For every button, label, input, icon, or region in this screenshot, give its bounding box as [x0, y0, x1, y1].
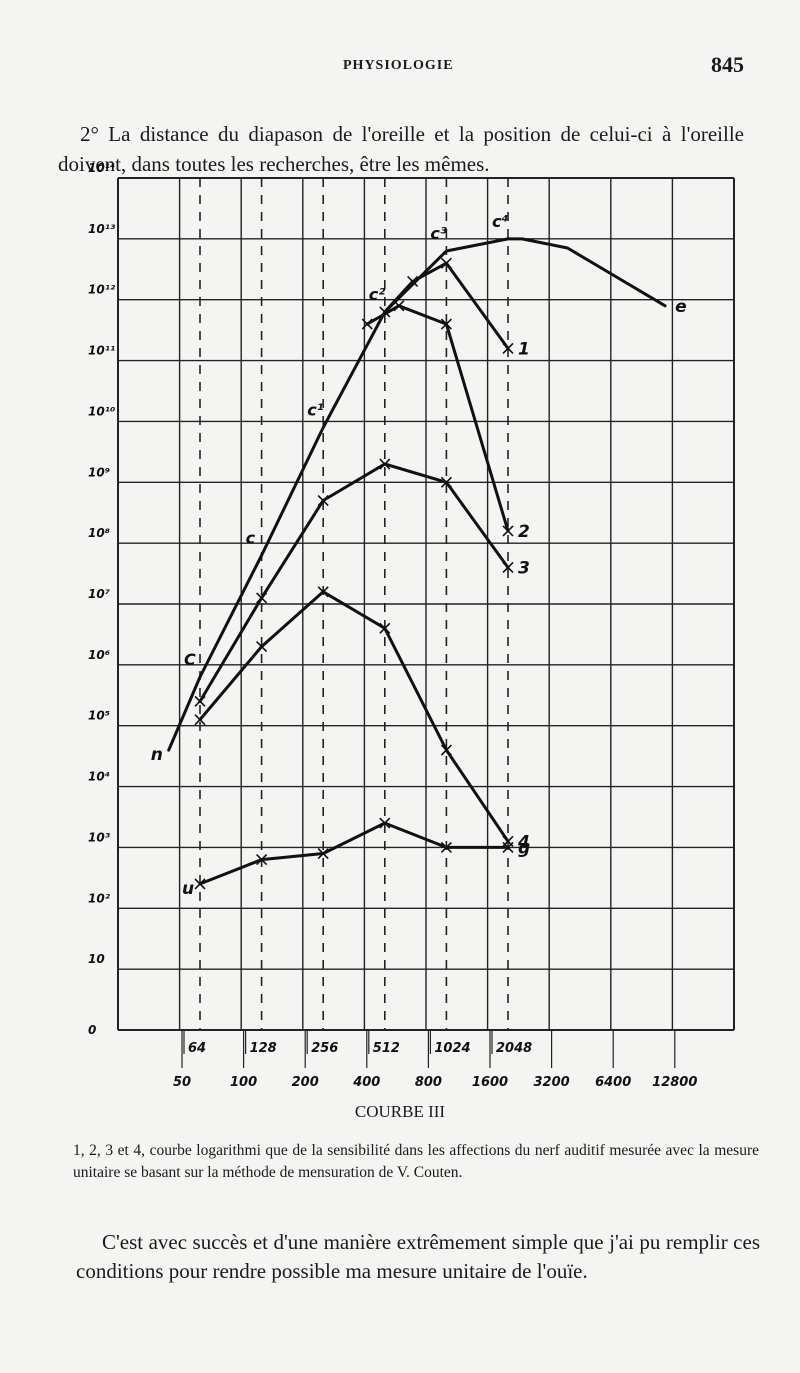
data-point-marker: [317, 586, 329, 598]
x-tick-label-top: 2048: [496, 1041, 532, 1056]
y-tick-label: 10¹¹: [88, 344, 115, 358]
note-point-label: c³: [430, 224, 447, 243]
data-point-marker: [256, 854, 268, 866]
curve-end-label: 4: [517, 832, 530, 852]
figure-caption: 1, 2, 3 et 4, courbe logarithmi que de l…: [73, 1141, 759, 1181]
y-tick-label: 10¹⁰: [88, 404, 116, 418]
data-point-marker: [194, 695, 206, 707]
page-number: 845: [711, 52, 744, 77]
x-tick-label-bottom: 3200: [534, 1075, 570, 1090]
x-tick-label-top: 512: [373, 1041, 400, 1056]
data-point-marker: [502, 841, 514, 853]
data-point-marker: [194, 878, 206, 890]
curve-4: [198, 462, 510, 703]
x-tick-label-top: 64: [188, 1041, 206, 1056]
data-point-marker: [393, 300, 405, 312]
data-point-marker: [440, 318, 452, 330]
data-point-marker: [379, 458, 391, 470]
note-point-label: c²: [369, 285, 386, 304]
curve-end-label: 1: [518, 339, 530, 359]
note-point-label: c¹: [307, 401, 324, 420]
data-point-marker: [502, 342, 514, 354]
intro-paragraph: 2° La distance du diapason de l'oreille …: [58, 122, 744, 176]
data-point-marker: [379, 622, 391, 634]
data-point-marker: [379, 817, 391, 829]
x-tick-label-bottom: 800: [415, 1075, 442, 1090]
curve-end-label: e: [675, 297, 687, 317]
y-tick-label: 10¹³: [88, 222, 116, 236]
y-tick-label: 10¹⁴: [88, 161, 115, 175]
x-tick-label-bottom: 1600: [472, 1075, 508, 1090]
y-tick-label: 10⁸: [88, 526, 110, 540]
curve-2: [383, 261, 510, 350]
curve-end-label: 2: [518, 522, 530, 542]
data-point-marker: [256, 641, 268, 653]
data-point-marker: [440, 476, 452, 488]
y-tick-label: 10³: [88, 830, 111, 844]
sensitivity-chart: 0 10 10² 10³ 10⁴ 10⁵ 10⁶ 10⁷ 10⁸ 10⁹ 10¹⁰ 10¹¹ 10¹² 1…: [88, 161, 735, 1090]
note-point-label: C: [184, 650, 196, 669]
y-tick-label: 0: [88, 1023, 96, 1037]
curve-5: [198, 590, 510, 843]
x-tick-label-top: 1024: [434, 1041, 470, 1056]
x-tick-label-bottom: 12800: [652, 1075, 697, 1090]
y-tick-label: 10⁷: [88, 587, 111, 601]
data-point-marker: [361, 318, 373, 330]
y-tick-label: 10⁶: [88, 648, 110, 662]
data-point-marker: [407, 275, 419, 288]
data-point-marker: [440, 841, 452, 853]
curve-start-label: n: [151, 745, 163, 765]
x-tick-label-top: 128: [250, 1041, 277, 1056]
curve-end-label: 3: [518, 558, 530, 578]
x-tick-label-bottom: 50: [173, 1075, 191, 1090]
data-point-marker: [502, 561, 514, 574]
data-point-marker: [194, 714, 206, 726]
data-point-marker: [502, 525, 514, 537]
x-tick-label-top: 256: [311, 1041, 338, 1056]
curve-end-label: g: [518, 838, 530, 858]
data-point-marker: [440, 744, 452, 756]
y-tick-label: 10⁹: [88, 465, 110, 479]
closing-paragraph: C'est avec succès et d'une manière extrê…: [76, 1230, 760, 1283]
note-point-label: c⁴: [492, 212, 509, 231]
curve-1: [167, 237, 667, 752]
y-tick-label: 10⁵: [88, 709, 110, 723]
x-tick-label-bottom: 400: [352, 1075, 380, 1090]
chart-title: COURBE III: [354, 1102, 446, 1121]
running-head: PHYSIOLOGIE: [343, 58, 454, 73]
page-header: PHYSIOLOGIE 845: [0, 52, 800, 80]
y-tick-label: 10²: [88, 891, 111, 905]
curve-3: [365, 304, 510, 533]
data-point-marker: [440, 257, 452, 269]
curve-6: [198, 821, 510, 886]
y-tick-label: 10⁴: [88, 770, 110, 784]
x-tick-label-bottom: 100: [230, 1075, 257, 1090]
curve-start-label: u: [182, 879, 194, 899]
y-tick-label: 10¹²: [88, 283, 116, 297]
data-point-marker: [317, 847, 329, 860]
x-tick-label-bottom: 6400: [595, 1075, 631, 1090]
data-point-marker: [256, 592, 268, 604]
x-tick-label-bottom: 200: [292, 1075, 319, 1090]
note-point-label: c: [246, 528, 256, 547]
y-tick-label: 10: [88, 952, 105, 966]
data-point-marker: [317, 494, 329, 507]
